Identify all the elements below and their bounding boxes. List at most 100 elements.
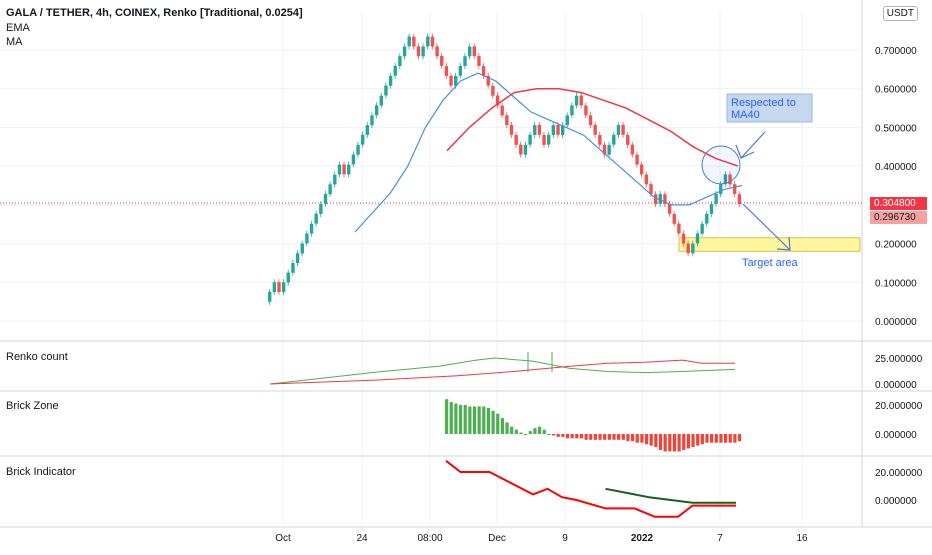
renko-brick <box>588 115 593 126</box>
time-tick-label: 16 <box>796 533 808 544</box>
brick-zone-bar <box>458 405 463 434</box>
renko-brick <box>398 56 402 67</box>
brick-zone-bar <box>710 434 714 443</box>
renko-brick <box>356 144 360 155</box>
brick-indicator-tick: 20.000000 <box>875 468 923 479</box>
renko-brick <box>379 95 383 106</box>
renko-brick <box>370 115 374 126</box>
price-tick-label: 0.600000 <box>875 85 917 96</box>
renko-brick <box>500 105 504 116</box>
target-annotation: Target area <box>742 257 798 269</box>
brick-zone-bar <box>514 429 518 434</box>
brick-zone-bar <box>575 434 579 439</box>
brick-zone-bar <box>691 434 695 448</box>
renko-brick <box>477 56 481 66</box>
renko-brick <box>491 85 495 96</box>
renko-brick <box>612 134 616 145</box>
brick-zone-bar <box>663 434 667 452</box>
renko-brick <box>640 164 644 175</box>
renko-brick <box>365 125 370 135</box>
respected-note-box <box>726 93 813 123</box>
brick-zone-bar <box>682 434 686 450</box>
renko-brick <box>565 115 569 126</box>
respected-annotation-line1: Respected to <box>731 97 796 109</box>
renko-brick <box>672 213 676 224</box>
renko-brick <box>728 174 732 185</box>
respected-arrow <box>740 131 766 159</box>
renko-brick <box>719 184 723 195</box>
price-tick-label: 0.500000 <box>875 123 917 134</box>
brick-zone-bar <box>505 422 509 434</box>
renko-brick <box>351 154 356 165</box>
renko-brick <box>388 75 393 86</box>
brick-zone-bar <box>579 434 584 439</box>
renko-brick <box>723 174 728 185</box>
renko-brick <box>737 194 742 205</box>
brick-zone-bar <box>696 434 700 446</box>
brick-zone-bar <box>542 429 546 434</box>
renko-brick <box>519 144 523 155</box>
renko-brick <box>323 194 328 204</box>
brick-zone-bar <box>644 434 649 445</box>
brick-zone-bar <box>728 434 732 443</box>
renko-brick <box>435 46 439 57</box>
brick-zone-bar <box>556 434 560 437</box>
brick-zone-bar <box>463 405 467 434</box>
time-tick-label: 24 <box>356 533 368 544</box>
renko-brick <box>733 184 737 195</box>
renko-brick <box>686 243 690 254</box>
renko-brick <box>300 243 304 254</box>
price-tick-label: 0.200000 <box>875 240 917 251</box>
renko-brick <box>407 36 411 47</box>
ma-line <box>446 87 739 167</box>
renko-brick <box>663 194 667 205</box>
brick-zone-bar <box>672 434 677 452</box>
renko-brick <box>481 66 486 76</box>
renko-count-label: Renko count <box>6 351 68 363</box>
renko-count-tick: 25.000000 <box>875 354 923 365</box>
brick-zone-tick: 0.000000 <box>875 430 917 441</box>
respected-arrowhead <box>735 144 755 159</box>
renko-brick <box>547 134 551 145</box>
currency-button[interactable]: USDT <box>882 6 918 21</box>
renko-brick <box>523 144 528 155</box>
renko-brick <box>681 233 686 244</box>
brick-zone-bar <box>528 431 532 434</box>
brick-zone-bar <box>737 434 742 442</box>
renko-brick <box>630 144 635 155</box>
renko-brick <box>467 46 472 57</box>
brick-zone-bar <box>477 406 481 434</box>
renko-brick <box>342 164 346 175</box>
renko-brick <box>421 46 425 57</box>
renko-brick <box>449 75 453 86</box>
renko-brick <box>667 203 672 214</box>
renko-brick <box>286 272 290 283</box>
brick-zone-bar <box>607 434 611 440</box>
renko-brick <box>458 65 463 76</box>
renko-brick <box>454 75 458 86</box>
brick-zone-bar <box>584 434 588 440</box>
prev-price-tag: 0.296730 <box>870 211 927 224</box>
brick-zone-bar <box>449 402 453 434</box>
renko-brick <box>542 135 546 145</box>
renko-brick <box>556 124 560 135</box>
brick-zone-bar <box>621 434 625 440</box>
brick-zone-bar <box>668 434 672 452</box>
brick-zone-bar <box>705 434 709 443</box>
time-tick-label: 7 <box>717 533 723 544</box>
renko-brick <box>635 154 639 165</box>
renko-brick <box>649 184 653 195</box>
renko-brick <box>305 233 309 244</box>
brick-zone-bar <box>496 413 500 434</box>
renko-count-green-line <box>269 357 736 385</box>
brick-zone-bar <box>640 434 644 443</box>
brick-zone-bar <box>714 434 718 443</box>
time-tick-label: 9 <box>562 533 568 544</box>
renko-brick <box>426 36 430 47</box>
brick-zone-bar <box>598 434 602 440</box>
renko-brick <box>560 125 565 135</box>
brick-zone-bar <box>631 434 635 442</box>
renko-brick <box>393 65 397 76</box>
